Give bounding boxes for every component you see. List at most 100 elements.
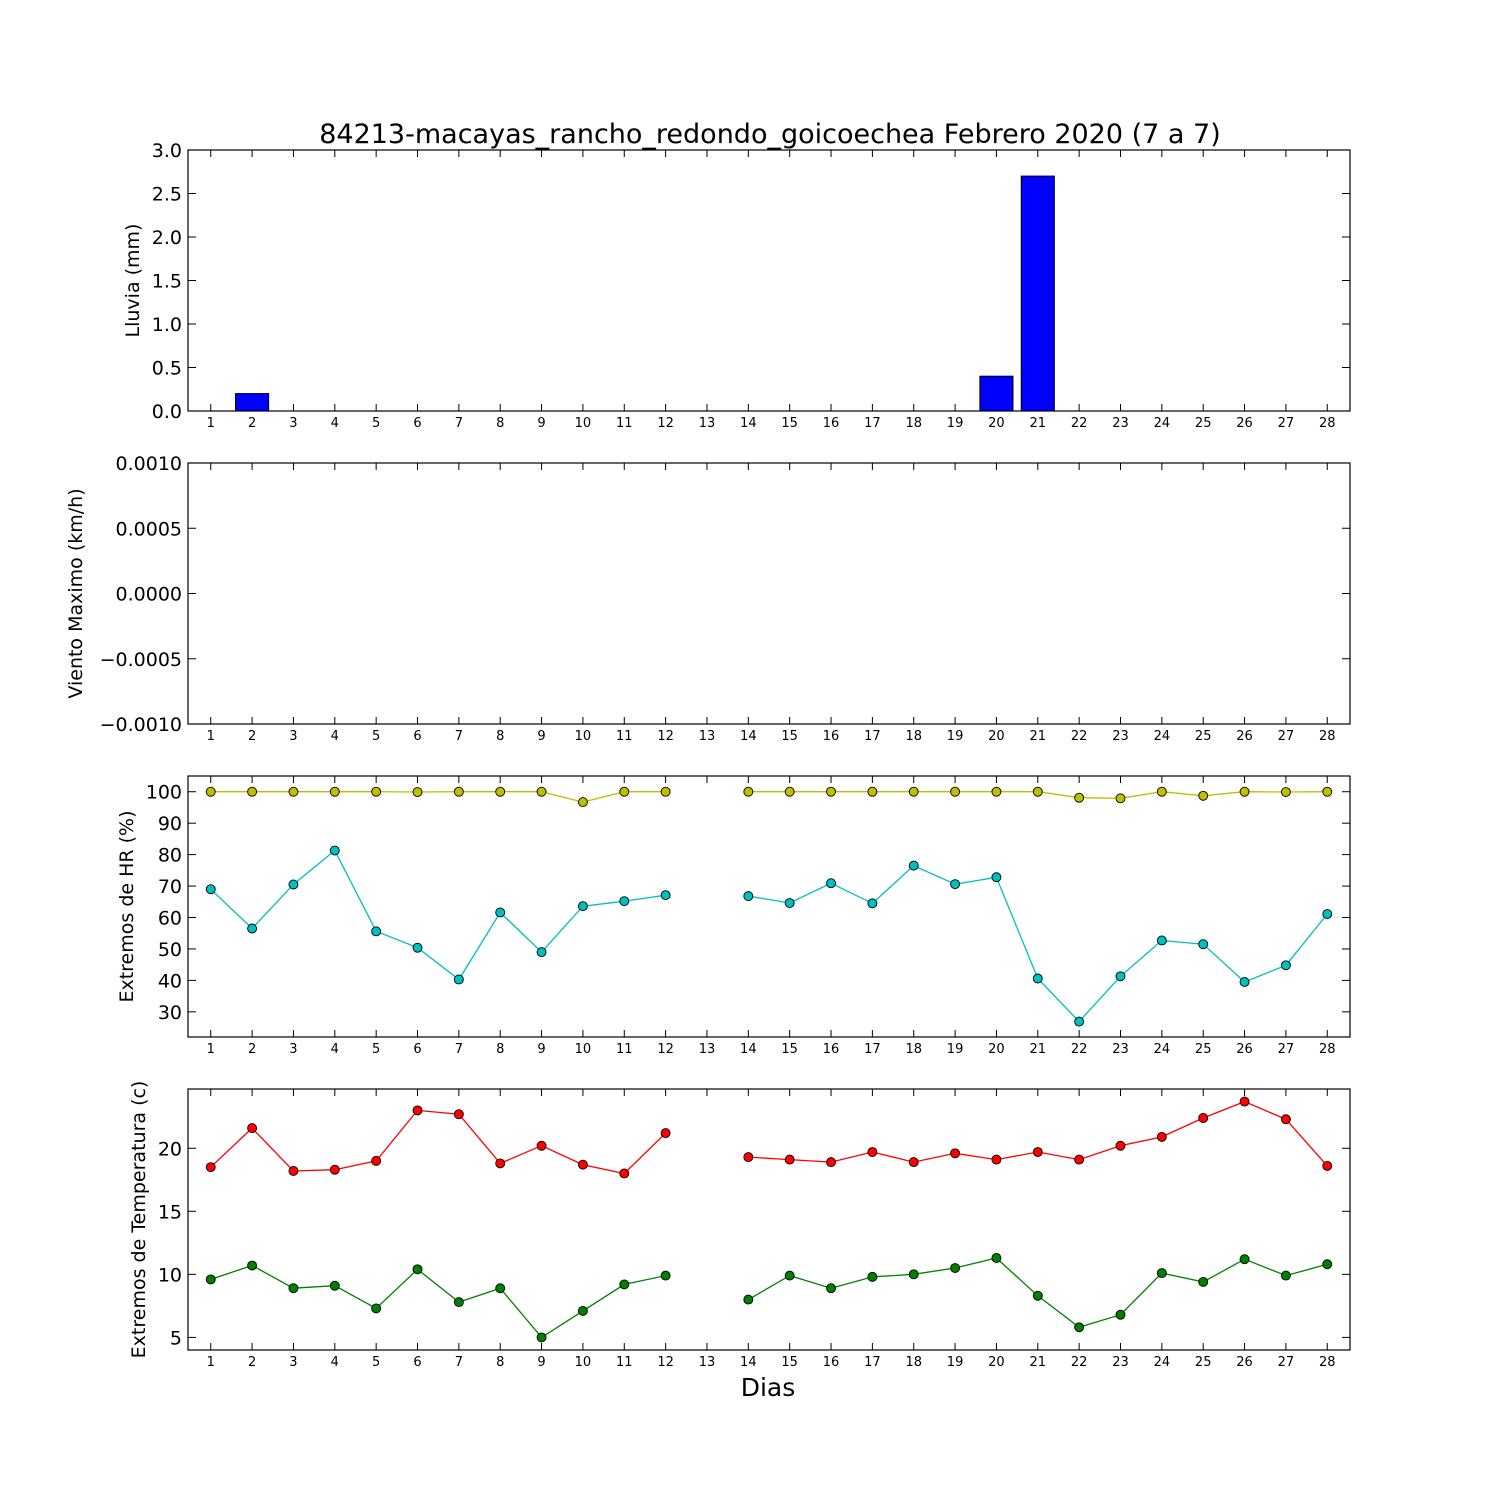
point-day-18: [908, 860, 919, 871]
x-tick-label: 15: [781, 729, 798, 744]
point-day-16: [826, 786, 836, 797]
point-day-22: [1074, 1154, 1085, 1165]
x-tick-label: 7: [455, 729, 463, 744]
x-tick-label: 19: [947, 1042, 964, 1057]
x-tick-label: 7: [455, 416, 463, 431]
point-day-15: [784, 1154, 795, 1165]
point-day-4: [329, 786, 340, 797]
y-tick-label: 0.0010: [116, 453, 182, 475]
point-day-27: [1280, 1114, 1291, 1125]
point-day-15: [784, 898, 795, 908]
x-tick-label: 20: [988, 729, 1005, 744]
point-day-18: [908, 1269, 919, 1280]
x-tick-label: 6: [413, 416, 421, 431]
point-day-10: [577, 1159, 588, 1170]
x-tick-label: 26: [1236, 1042, 1253, 1057]
x-tick-label: 7: [455, 1355, 463, 1370]
point-day-16: [826, 1157, 836, 1168]
y-tick-label: 30: [158, 1002, 182, 1024]
point-day-24: [1156, 935, 1167, 946]
x-tick-label: 23: [1112, 729, 1129, 744]
x-tick-label: 14: [740, 729, 757, 744]
y-tick-label: 0.0: [152, 401, 182, 423]
x-tick-label: 4: [331, 1042, 339, 1057]
x-tick-label: 27: [1278, 416, 1295, 431]
x-tick-label: 24: [1154, 1355, 1171, 1370]
x-tick-label: 14: [740, 1355, 757, 1370]
point-day-18: [908, 786, 919, 797]
point-day-1: [205, 786, 216, 797]
point-day-3: [288, 1283, 299, 1294]
x-tick-label: 16: [823, 1355, 840, 1370]
plot-frame: [187, 1088, 1351, 1351]
point-day-1: [205, 884, 216, 895]
y-tick-label: 60: [158, 908, 182, 930]
point-day-14: [743, 786, 754, 797]
point-day-9: [536, 786, 547, 797]
y-tick-label: −0.0005: [100, 649, 182, 671]
y-tick-label: 70: [158, 876, 182, 898]
y-tick-label: 3.0: [152, 140, 182, 162]
x-tick-label: 28: [1319, 729, 1336, 744]
point-day-15: [784, 786, 795, 797]
point-day-7: [453, 1109, 464, 1120]
point-day-26: [1239, 977, 1250, 987]
x-tick-label: 28: [1319, 416, 1336, 431]
x-tick-label: 20: [988, 416, 1005, 431]
series-line-2: [748, 864, 1328, 1023]
x-tick-label: 12: [657, 1355, 674, 1370]
x-tick-label: 22: [1071, 1042, 1088, 1057]
x-tick-label: 2: [248, 416, 256, 431]
x-tick-label: 13: [699, 416, 716, 431]
point-day-9: [536, 1140, 547, 1151]
y-tick-label: 80: [158, 845, 182, 867]
plot-frame: [187, 462, 1351, 725]
point-day-3: [288, 879, 299, 890]
point-day-3: [288, 1166, 299, 1176]
x-tick-label: 21: [1030, 1042, 1047, 1057]
point-day-22: [1074, 1322, 1085, 1333]
point-day-8: [495, 907, 506, 918]
point-day-6: [412, 1264, 423, 1275]
x-tick-label: 16: [823, 729, 840, 744]
x-tick-label: 5: [372, 1042, 380, 1057]
x-tick-label: 5: [372, 416, 380, 431]
x-tick-label: 17: [864, 416, 881, 431]
point-day-24: [1156, 1131, 1167, 1142]
point-day-25: [1198, 1113, 1209, 1123]
point-day-22: [1074, 1016, 1085, 1027]
point-day-14: [743, 1294, 754, 1305]
point-day-14: [743, 1152, 754, 1163]
point-day-10: [577, 1305, 588, 1316]
x-tick-label: 17: [864, 1042, 881, 1057]
y-tick-label: 100: [146, 782, 182, 804]
point-day-19: [950, 1148, 961, 1159]
point-day-21: [1032, 1147, 1043, 1157]
point-day-18: [908, 1157, 919, 1168]
point-day-26: [1239, 1254, 1250, 1265]
x-tick-label: 6: [413, 1355, 421, 1370]
x-tick-label: 12: [657, 729, 674, 744]
x-tick-label: 18: [905, 1042, 922, 1057]
x-tick-label: 9: [537, 416, 545, 431]
x-tick-label: 13: [699, 1042, 716, 1057]
x-tick-label: 13: [699, 1355, 716, 1370]
x-tick-label: 22: [1071, 1355, 1088, 1370]
point-day-26: [1239, 1096, 1250, 1107]
point-day-9: [536, 1332, 547, 1343]
point-day-11: [619, 1168, 630, 1179]
x-tick-label: 11: [616, 729, 633, 744]
point-day-5: [371, 1155, 382, 1166]
x-tick-label: 24: [1154, 1042, 1171, 1057]
x-tick-label: 7: [455, 1042, 463, 1057]
y-tick-label: 2.5: [152, 184, 182, 206]
y-axis-label: Extremos de HR (%): [116, 810, 138, 1002]
point-day-17: [867, 1271, 878, 1282]
x-tick-label: 13: [699, 729, 716, 744]
x-tick-label: 25: [1195, 1355, 1212, 1370]
y-axis-label: Extremos de Temperatura (c): [128, 1081, 150, 1359]
point-day-5: [371, 1303, 382, 1314]
point-day-28: [1322, 1160, 1333, 1171]
y-tick-label: 40: [158, 970, 182, 992]
